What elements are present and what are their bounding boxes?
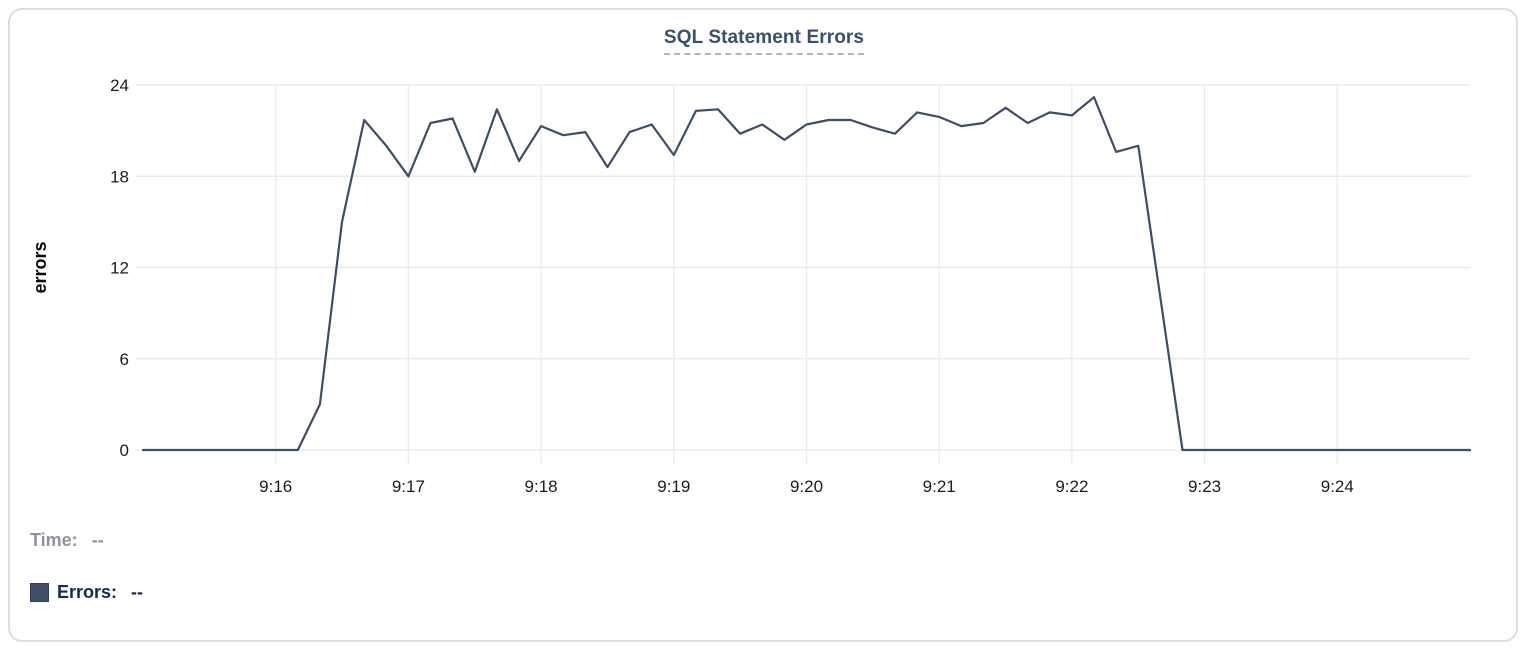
x-tick-label: 9:23 bbox=[1188, 477, 1221, 496]
x-tick-label: 9:21 bbox=[923, 477, 956, 496]
time-label: Time: bbox=[30, 529, 78, 550]
axis-labels: 0 6 12 18 24 9:16 9:17 9:18 9:19 9:20 9:21 9:22 9:23… bbox=[30, 76, 1354, 496]
x-tick-label: 9:16 bbox=[259, 477, 292, 496]
errors-label: Errors: bbox=[57, 581, 118, 602]
chart-card bbox=[8, 8, 1518, 642]
y-axis-title: errors bbox=[30, 241, 50, 293]
x-tick-label: 9:22 bbox=[1055, 477, 1088, 496]
tooltip-errors-row: Errors: -- bbox=[30, 580, 143, 604]
chart-tooltip-legend: Time: -- Errors: -- bbox=[30, 528, 143, 632]
errors-series-line bbox=[141, 96, 1472, 452]
x-tick-label: 9:20 bbox=[790, 477, 823, 496]
x-tick-label: 9:18 bbox=[525, 477, 558, 496]
sql-errors-line-chart[interactable]: 0 6 12 18 24 9:16 9:17 9:18 9:19 9:20 9:21 9:22 9:23… bbox=[0, 60, 1528, 510]
x-tick-label: 9:19 bbox=[657, 477, 690, 496]
y-tick-label: 18 bbox=[110, 167, 129, 186]
errors-value: -- bbox=[131, 581, 144, 602]
chart-header: SQL Statement Errors bbox=[0, 27, 1528, 55]
x-tick-label: 9:24 bbox=[1321, 477, 1354, 496]
y-tick-label: 12 bbox=[110, 259, 129, 278]
time-value: -- bbox=[91, 529, 104, 550]
x-tick-label: 9:17 bbox=[392, 477, 425, 496]
errors-series-swatch bbox=[30, 582, 49, 602]
y-tick-label: 6 bbox=[120, 350, 129, 369]
errors-line bbox=[141, 96, 1472, 452]
tooltip-time-row: Time: -- bbox=[30, 528, 143, 552]
y-tick-label: 0 bbox=[120, 441, 129, 460]
y-tick-label: 24 bbox=[110, 76, 129, 95]
chart-title[interactable]: SQL Statement Errors bbox=[663, 27, 865, 55]
